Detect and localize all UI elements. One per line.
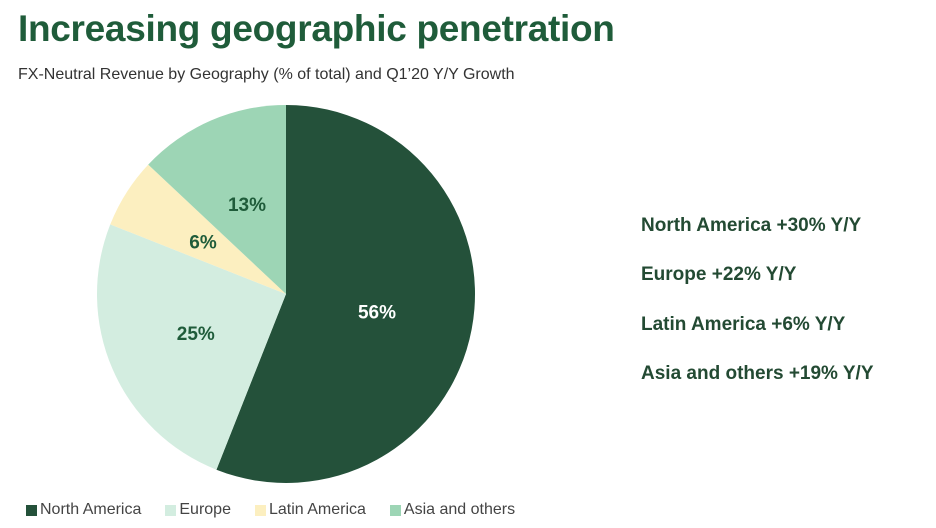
- pie-slice-north-america: [216, 105, 476, 483]
- legend-item-asia-others: Asia and others: [389, 501, 516, 519]
- pie-label-latin-america: 6%: [189, 232, 217, 253]
- pie-slice-latin-america: [110, 164, 286, 294]
- growth-north-america: North America +30% Y/Y: [641, 215, 862, 236]
- chart-subtitle: FX-Neutral Revenue by Geography (% of to…: [18, 66, 515, 83]
- legend-swatch: [389, 504, 401, 516]
- growth-asia-others: Asia and others +19% Y/Y: [641, 362, 874, 384]
- growth-europe: Europe +22% Y/Y: [641, 264, 797, 286]
- pie-label-asia-and-others: 13%: [228, 195, 266, 216]
- legend-swatch: [165, 504, 177, 516]
- pie-slice-asia-and-others: [148, 105, 286, 294]
- pie-slice-europe: [97, 224, 286, 470]
- legend-swatch: [254, 504, 266, 516]
- growth-list: North America +30% Y/Y Europe +22% Y/Y L…: [641, 213, 874, 410]
- growth-latin-america: Latin America +6% Y/Y: [641, 313, 846, 335]
- legend-label: Asia and others: [403, 501, 516, 518]
- pie-label-north-america: 56%: [358, 302, 396, 323]
- legend-swatch: [26, 504, 37, 516]
- page-title: Increasing geographic penetration: [18, 8, 615, 49]
- legend-item-latin-america: Latin America: [254, 501, 366, 519]
- legend-label: Europe: [179, 501, 231, 518]
- pie-label-europe: 25%: [177, 324, 215, 345]
- legend-label: North America: [40, 501, 142, 518]
- legend-item-north-america: North America: [26, 501, 141, 519]
- chart-legend: North America Europe Latin America Asia …: [26, 501, 539, 519]
- legend-label: Latin America: [268, 501, 366, 518]
- legend-item-europe: Europe: [165, 501, 231, 519]
